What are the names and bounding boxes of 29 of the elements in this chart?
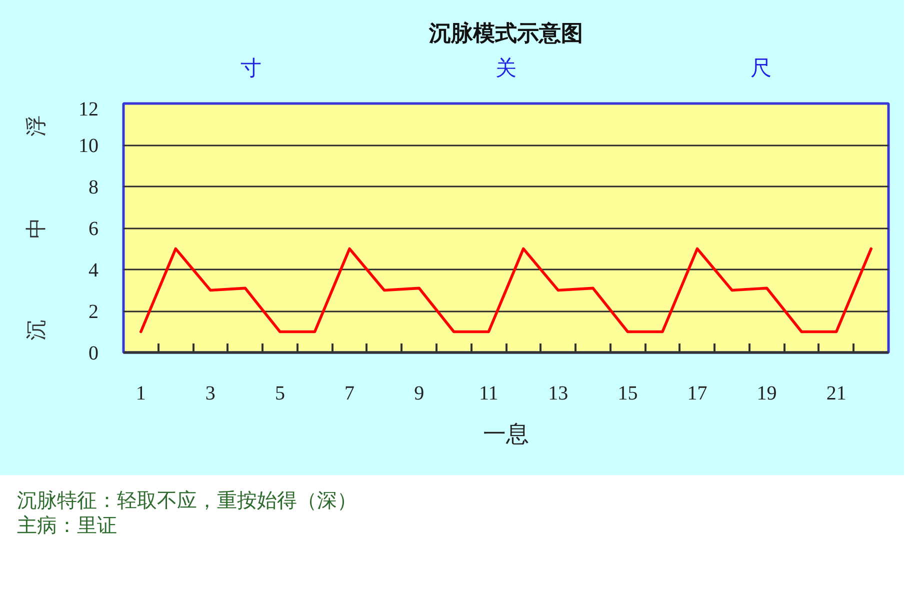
line-series [139,247,873,334]
text: 沉脉特征：轻取不应，重按始得（深） [17,488,357,512]
y-tick-label: 12 [78,98,98,120]
x-tick-label: 13 [548,382,568,404]
x-axis-title: 一息 [483,422,529,448]
x-tick-label: 19 [756,382,777,404]
y-tick-label: 10 [78,135,98,157]
x-tick-label: 9 [414,382,424,404]
y-tick-label: 2 [88,301,98,323]
chart-title: 沉脉模式示意图 [428,20,583,46]
text: 寸 [240,56,262,80]
text: 沉 [24,320,48,341]
text: 关 [496,56,516,80]
x-tick-label: 17 [687,382,708,404]
x-tick-label: 1 [136,382,146,404]
y-tick-label: 0 [88,342,98,364]
y-tick-label: 4 [88,260,98,282]
y-tick-label: 8 [88,176,98,198]
y-tick-label: 6 [88,218,98,240]
x-tick-label: 3 [205,382,216,404]
x-tick-label: 11 [478,382,498,404]
x-tick-label: 7 [344,382,355,404]
text: 尺 [750,56,772,80]
x-tick-label: 21 [826,382,846,404]
text: 浮 [24,115,48,136]
text: 主病：里证 [17,513,117,537]
x-tick-label: 15 [618,382,638,404]
text: 中 [24,218,48,238]
x-tick-label: 5 [274,382,285,404]
